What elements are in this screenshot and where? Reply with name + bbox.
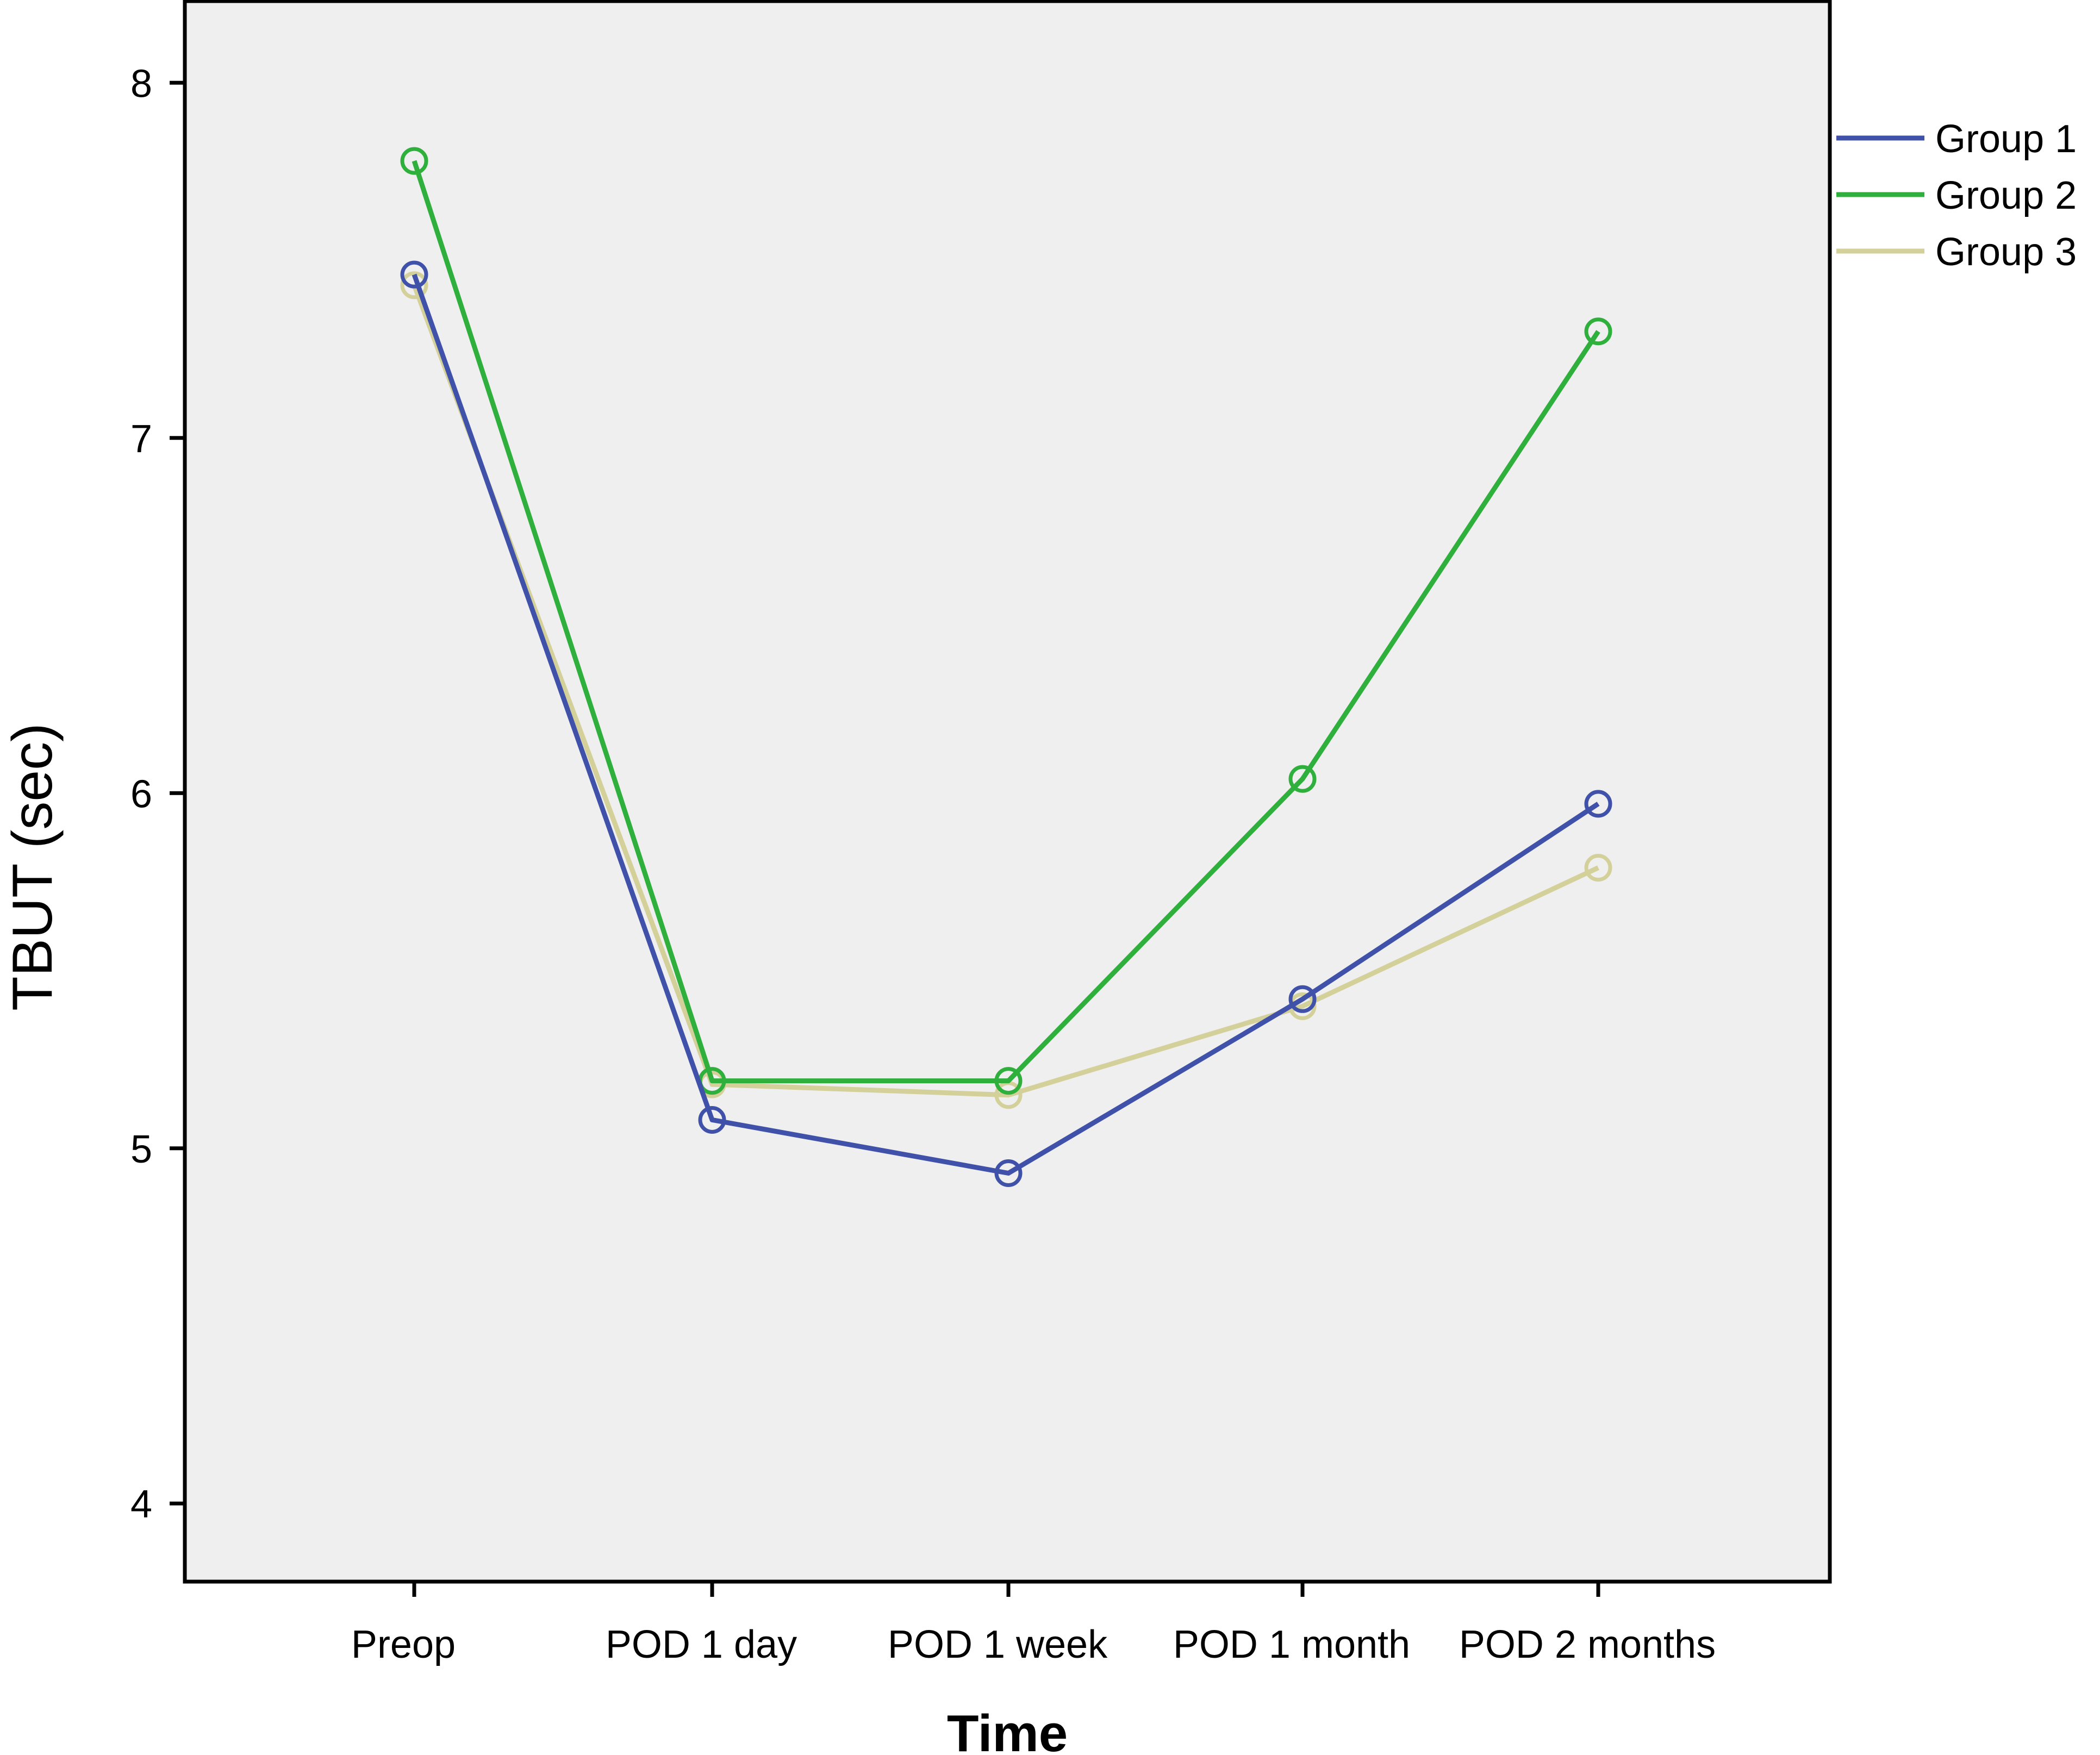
legend-label-3: Group 3: [1935, 230, 2077, 274]
series-3-point-4: [1584, 853, 1612, 882]
x-tick-label-2: POD 1 week: [888, 1623, 1108, 1666]
series-1-point-2: [994, 1159, 1023, 1187]
series-2-point-3: [1288, 765, 1317, 793]
series-1: [400, 260, 1612, 1187]
y-axis-title: TBUT (sec): [1, 723, 64, 1011]
series-3-line: [412, 284, 1599, 1098]
plot-area: [183, 0, 1832, 1584]
x-axis: Preop POD 1 day POD 1 week POD 1 month POD 2…: [351, 1582, 1716, 1666]
series-2-line: [412, 160, 1600, 1084]
series-1-line: [412, 273, 1600, 1176]
series-1-point-0: [400, 260, 428, 289]
x-tick-label-4: POD 2 months: [1459, 1623, 1716, 1666]
y-axis: 4 5 6 7 8: [130, 62, 185, 1526]
legend-label-1: Group 1: [1935, 117, 2077, 161]
x-axis-title: Time: [947, 1704, 1068, 1755]
x-tick-label-0: Preop: [351, 1623, 456, 1666]
series-2-point-2: [994, 1067, 1023, 1095]
series-2-point-0: [400, 147, 428, 175]
series-1-point-4: [1584, 790, 1612, 818]
series-1-point-3: [1288, 985, 1317, 1013]
y-tick-label-7: 7: [130, 417, 152, 461]
x-tick-label-1: POD 1 day: [606, 1623, 797, 1666]
series-2-point-4: [1584, 317, 1612, 346]
series-3-point-0: [400, 271, 428, 299]
legend: Group 1 Group 2 Group 3: [1836, 117, 2077, 274]
legend-label-2: Group 2: [1935, 174, 2077, 217]
series-1-point-1: [698, 1106, 726, 1134]
y-tick-label-5: 5: [130, 1128, 152, 1171]
series-layer: [400, 147, 1612, 1187]
x-tick-label-3: POD 1 month: [1173, 1623, 1410, 1666]
y-tick-label-4: 4: [130, 1483, 152, 1526]
y-tick-label-6: 6: [130, 772, 152, 816]
y-tick-label-8: 8: [130, 62, 152, 105]
